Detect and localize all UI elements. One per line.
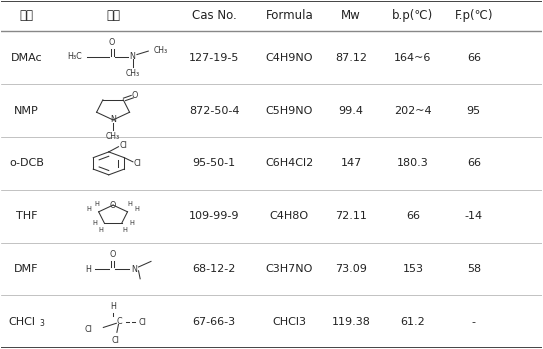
Text: 66: 66 [467,53,481,63]
Text: 99.4: 99.4 [339,105,364,116]
Text: 202~4: 202~4 [394,105,432,116]
Text: O: O [109,250,116,259]
Text: C: C [117,317,122,326]
Text: 127-19-5: 127-19-5 [189,53,239,63]
Text: 147: 147 [340,158,362,168]
Text: H: H [98,227,103,233]
Text: 87.12: 87.12 [335,53,367,63]
Text: H: H [92,220,97,227]
Text: 872-50-4: 872-50-4 [189,105,239,116]
Text: H: H [123,227,128,233]
Text: N: N [110,116,116,125]
Text: CHCl3: CHCl3 [273,317,306,327]
Text: C4H8O: C4H8O [270,211,309,221]
Text: 73.09: 73.09 [335,264,367,274]
Text: N: N [131,265,137,274]
Text: Cl: Cl [134,159,142,168]
Text: 153: 153 [402,264,424,274]
Text: NMP: NMP [14,105,39,116]
Text: Cl: Cl [119,141,128,150]
Text: b.p(℃): b.p(℃) [392,9,433,22]
Text: C3H7NO: C3H7NO [266,264,313,274]
Text: Formula: Formula [266,9,313,22]
Text: 67-66-3: 67-66-3 [193,317,236,327]
Text: 180.3: 180.3 [397,158,429,168]
Text: 구분: 구분 [20,9,34,22]
Text: CH₃: CH₃ [106,132,120,141]
Text: 72.11: 72.11 [335,211,367,221]
Text: 164~6: 164~6 [394,53,432,63]
Text: -: - [472,317,476,327]
Text: H: H [127,201,132,207]
Text: H₃C: H₃C [67,52,82,61]
Text: O: O [108,38,115,47]
Text: Cl: Cl [138,318,147,327]
Text: 구조: 구조 [106,9,120,22]
Text: H: H [86,206,91,212]
Text: 58: 58 [467,264,481,274]
Text: O: O [132,91,138,100]
Text: 61.2: 61.2 [401,317,425,327]
Text: Mw: Mw [341,9,361,22]
Text: 119.38: 119.38 [332,317,370,327]
Text: C5H9NO: C5H9NO [266,105,313,116]
Text: 95-50-1: 95-50-1 [193,158,236,168]
Text: 95: 95 [467,105,481,116]
Text: CH₃: CH₃ [125,69,140,78]
Text: 68-12-2: 68-12-2 [192,264,236,274]
Text: H: H [135,206,140,212]
Text: N: N [130,52,136,61]
Text: Cas No.: Cas No. [192,9,236,22]
Text: Cl: Cl [111,336,119,345]
Text: DMAc: DMAc [11,53,42,63]
Text: 3: 3 [39,319,44,328]
Text: 66: 66 [406,211,420,221]
Text: o-DCB: o-DCB [9,158,44,168]
Text: F.p(℃): F.p(℃) [454,9,493,22]
Text: O: O [110,201,116,210]
Text: C6H4Cl2: C6H4Cl2 [265,158,313,168]
Text: THF: THF [16,211,37,221]
Text: Cl: Cl [85,325,92,334]
Text: C4H9NO: C4H9NO [266,53,313,63]
Text: H: H [94,201,99,207]
Text: 66: 66 [467,158,481,168]
Text: H: H [129,220,134,227]
Text: 109-99-9: 109-99-9 [189,211,239,221]
Text: -14: -14 [465,211,483,221]
Text: CHCl: CHCl [9,317,36,327]
Text: H: H [85,265,91,274]
Text: DMF: DMF [14,264,39,274]
Text: CH₃: CH₃ [154,46,168,54]
Text: H: H [110,303,116,311]
